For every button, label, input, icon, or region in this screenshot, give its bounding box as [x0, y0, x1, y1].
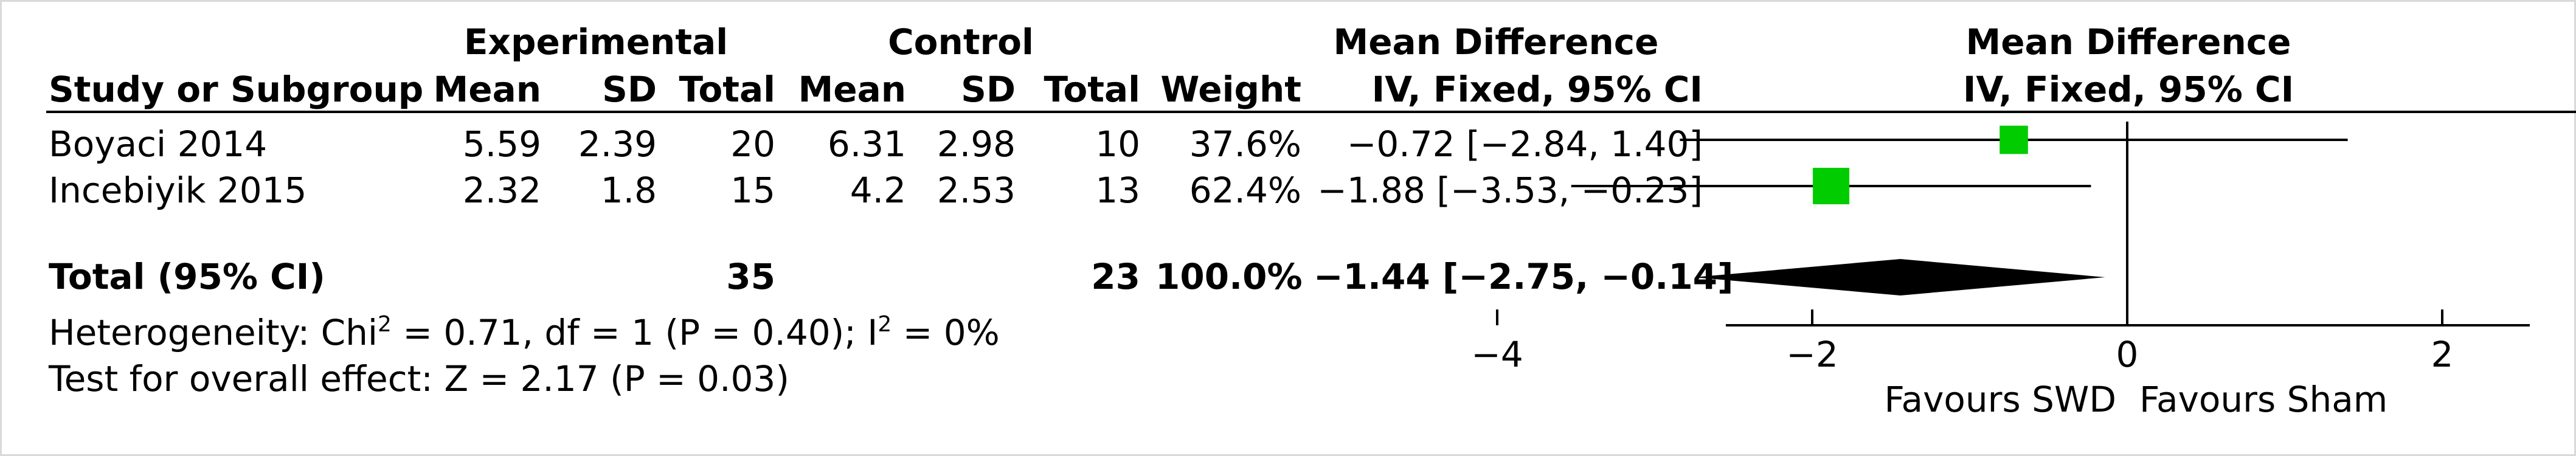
favours-right-label: Favours Sham: [2139, 379, 2388, 420]
header-md-line2: IV, Fixed, 95% CI: [1371, 69, 1703, 110]
overall-effect-text: Test for overall effect: Z = 2.17 (P = 0…: [49, 358, 789, 399]
study-effect-square: [1813, 168, 1850, 204]
total-weight: 100.0%: [1155, 256, 1303, 297]
x-axis-tick-label: −4: [1471, 334, 1523, 375]
header-exp-sd: SD: [602, 69, 657, 110]
total-label: Total (95% CI): [49, 256, 325, 297]
header-exp-total: Total: [679, 69, 775, 110]
header-plot-line2: IV, Fixed, 95% CI: [1962, 69, 2294, 110]
exp-total: 15: [730, 170, 775, 211]
header-ctl-total: Total: [1044, 69, 1140, 110]
header-plot-line1: Mean Difference: [1965, 21, 2291, 63]
exp-sd: 1.8: [600, 170, 657, 211]
header-study: Study or Subgroup: [49, 69, 424, 110]
exp-mean: 5.59: [462, 123, 541, 165]
exp-sd: 2.39: [578, 123, 657, 165]
ctl-sd: 2.53: [937, 170, 1016, 211]
weight: 62.4%: [1189, 170, 1301, 211]
study-effect-square: [2000, 125, 2028, 154]
total-exp-total: 35: [726, 256, 775, 297]
x-axis-tick-label: 2: [2431, 334, 2454, 375]
header-exp-mean: Mean: [433, 69, 541, 110]
header-weight: Weight: [1160, 69, 1301, 110]
header-ctl-sd: SD: [961, 69, 1016, 110]
header-md-line1: Mean Difference: [1333, 21, 1659, 63]
favours-left-label: Favours SWD: [1884, 379, 2116, 420]
ctl-total: 13: [1095, 170, 1140, 211]
total-ci-text: −1.44 [−2.75, −0.14]: [1314, 256, 1734, 297]
x-axis-tick-label: 0: [2116, 334, 2139, 375]
header-experimental: Experimental: [463, 21, 729, 63]
study-name: Incebiyik 2015: [49, 170, 307, 211]
header-control: Control: [888, 21, 1034, 63]
exp-total: 20: [730, 123, 775, 165]
ci-text: −0.72 [−2.84, 1.40]: [1346, 123, 1703, 165]
ctl-mean: 4.2: [850, 170, 906, 211]
pooled-effect-diamond: [1694, 259, 2105, 295]
ctl-total: 10: [1095, 123, 1140, 165]
header-ctl-mean: Mean: [798, 69, 906, 110]
ci-text: −1.88 [−3.53, −0.23]: [1317, 170, 1703, 211]
exp-mean: 2.32: [462, 170, 541, 211]
study-name: Boyaci 2014: [49, 123, 268, 165]
total-ctl-total: 23: [1091, 256, 1140, 297]
ctl-sd: 2.98: [937, 123, 1016, 165]
weight: 37.6%: [1189, 123, 1301, 165]
x-axis-tick-label: −2: [1786, 334, 1838, 375]
ctl-mean: 6.31: [827, 123, 906, 165]
heterogeneity-text: Heterogeneity: Chi2 = 0.71, df = 1 (P = …: [49, 312, 1000, 353]
